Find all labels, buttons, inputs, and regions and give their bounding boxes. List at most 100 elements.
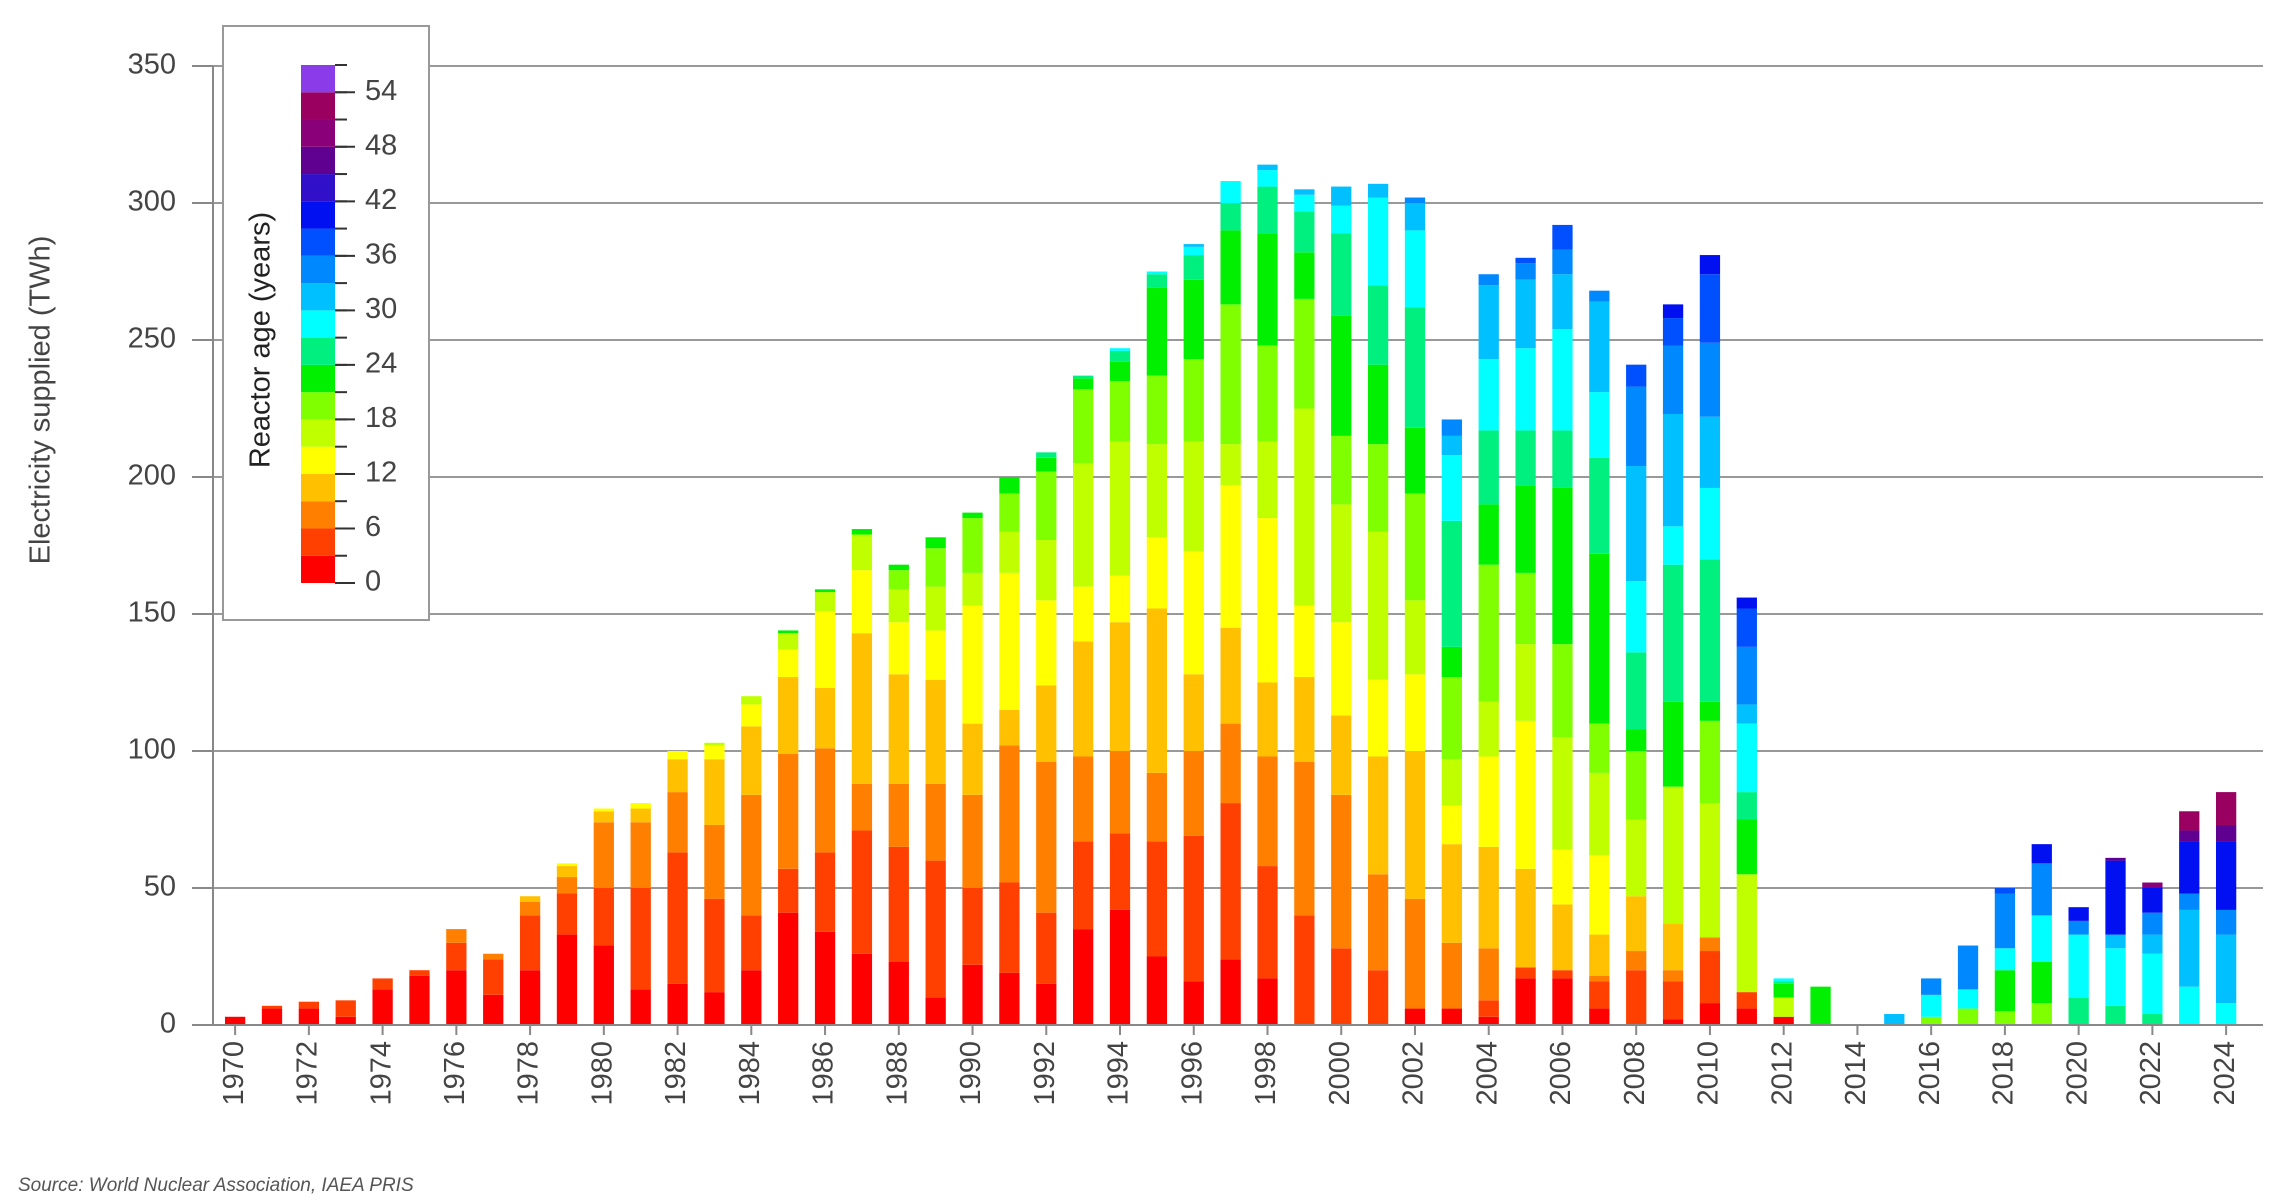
bar-segment bbox=[1552, 487, 1573, 645]
legend-swatch bbox=[301, 419, 335, 447]
bar-segment bbox=[1478, 359, 1499, 431]
bar-segment bbox=[1331, 948, 1352, 1025]
bar-segment bbox=[1294, 677, 1315, 762]
bar-segment bbox=[1441, 646, 1462, 678]
bar-segment bbox=[962, 605, 983, 724]
bar-segment bbox=[814, 852, 836, 932]
bar-segment bbox=[1884, 1014, 1905, 1025]
bar-segment bbox=[1294, 408, 1315, 606]
bar-segment bbox=[999, 745, 1020, 883]
legend-swatch bbox=[301, 364, 335, 393]
bar-segment bbox=[2031, 1003, 2052, 1025]
bar-segment bbox=[1736, 723, 1757, 793]
bar-segment bbox=[1073, 463, 1094, 587]
bar-segment bbox=[888, 589, 909, 623]
bar-segment bbox=[519, 901, 541, 916]
bar-segment bbox=[888, 564, 909, 571]
bar-segment bbox=[1662, 318, 1684, 346]
bar-segment bbox=[1552, 224, 1573, 250]
bar-segment bbox=[1367, 679, 1389, 757]
bar-segment bbox=[446, 929, 467, 943]
bar-segment bbox=[1367, 197, 1389, 286]
bar-segment bbox=[1257, 164, 1278, 171]
bar-segment bbox=[1441, 677, 1462, 760]
bar-segment bbox=[999, 531, 1020, 573]
x-tick-label: 2018 bbox=[1988, 1041, 2020, 1106]
bar-segment bbox=[1626, 819, 1647, 897]
x-tick-label: 2020 bbox=[2061, 1041, 2093, 1106]
bar-segment bbox=[335, 1000, 356, 1017]
x-tick-label: 2010 bbox=[1693, 1041, 1725, 1106]
bar-segment bbox=[1773, 1016, 1794, 1025]
bar-segment bbox=[1220, 627, 1241, 724]
bar-segment bbox=[1183, 835, 1204, 982]
bar-segment bbox=[1552, 644, 1573, 738]
bar-segment bbox=[1367, 183, 1389, 198]
bar-segment bbox=[1515, 430, 1536, 486]
bar-segment bbox=[925, 537, 946, 549]
colorbar-tick-label: 42 bbox=[365, 184, 397, 216]
bar-segment bbox=[925, 783, 946, 861]
bar-segment bbox=[1257, 441, 1278, 519]
bar-segment bbox=[2142, 912, 2163, 935]
bar-segment bbox=[1515, 720, 1536, 869]
bar-segment bbox=[1294, 194, 1315, 212]
bar-segment bbox=[1773, 983, 1794, 998]
bar-segment bbox=[1736, 608, 1757, 647]
bar-segment bbox=[1626, 751, 1647, 820]
bar-segment bbox=[704, 898, 725, 993]
bar-segment bbox=[704, 742, 725, 746]
bar-segment bbox=[741, 726, 762, 795]
bar-segment bbox=[1109, 833, 1131, 910]
bar-segment bbox=[1036, 685, 1057, 762]
bar-segment bbox=[1589, 457, 1610, 554]
bar-segment bbox=[1441, 942, 1462, 1009]
x-tick-label: 2024 bbox=[2209, 1041, 2241, 1106]
bar-segment bbox=[1036, 983, 1057, 1025]
x-tick-label: 2014 bbox=[1840, 1041, 1872, 1106]
bar-segment bbox=[1626, 581, 1647, 653]
bar-segment bbox=[2215, 1003, 2237, 1025]
x-tick-label: 1990 bbox=[955, 1041, 987, 1106]
bar-segment bbox=[1183, 359, 1204, 442]
bar-segment bbox=[741, 970, 762, 1025]
y-tick-label: 300 bbox=[128, 186, 176, 218]
bar-segment bbox=[667, 759, 688, 793]
bar-segment bbox=[1331, 435, 1352, 505]
bar-segment bbox=[1073, 756, 1094, 842]
bar-segment bbox=[2068, 920, 2089, 935]
bar-segment bbox=[1294, 605, 1315, 678]
bar-segment bbox=[1036, 540, 1057, 601]
bar-segment bbox=[409, 975, 430, 1025]
bar-segment bbox=[741, 704, 762, 727]
bar-segment bbox=[1589, 855, 1610, 935]
bar-segment bbox=[1294, 211, 1315, 253]
bar-segment bbox=[667, 751, 688, 760]
bar-segment bbox=[1220, 444, 1241, 486]
legend-swatch bbox=[301, 65, 335, 93]
bar-segment bbox=[1478, 756, 1499, 847]
bar-segment bbox=[1404, 203, 1426, 231]
bar-segment bbox=[1957, 989, 1979, 1009]
bar-segment bbox=[2215, 934, 2237, 1004]
bar-segment bbox=[1957, 945, 1979, 990]
bar-segment bbox=[2179, 811, 2200, 831]
bar-segment bbox=[1662, 923, 1684, 971]
bar-segment bbox=[962, 518, 983, 573]
bar-segment bbox=[1441, 805, 1462, 845]
bar-segment bbox=[1921, 1016, 1942, 1025]
bar-segment bbox=[1036, 600, 1057, 686]
bar-segment bbox=[630, 888, 651, 990]
bar-segment bbox=[1662, 981, 1684, 1020]
bar-segment bbox=[372, 978, 393, 990]
legend-swatch bbox=[301, 446, 335, 474]
bar-segment bbox=[2031, 915, 2052, 962]
bar-segment bbox=[1404, 493, 1426, 601]
bar-segment bbox=[1699, 559, 1721, 702]
bar-segment bbox=[1146, 274, 1168, 288]
bar-segment bbox=[1478, 285, 1499, 360]
bar-segment bbox=[1109, 622, 1131, 751]
bar-segment bbox=[1183, 441, 1204, 551]
bar-segment bbox=[1921, 994, 1942, 1017]
bar-segment bbox=[778, 753, 799, 869]
